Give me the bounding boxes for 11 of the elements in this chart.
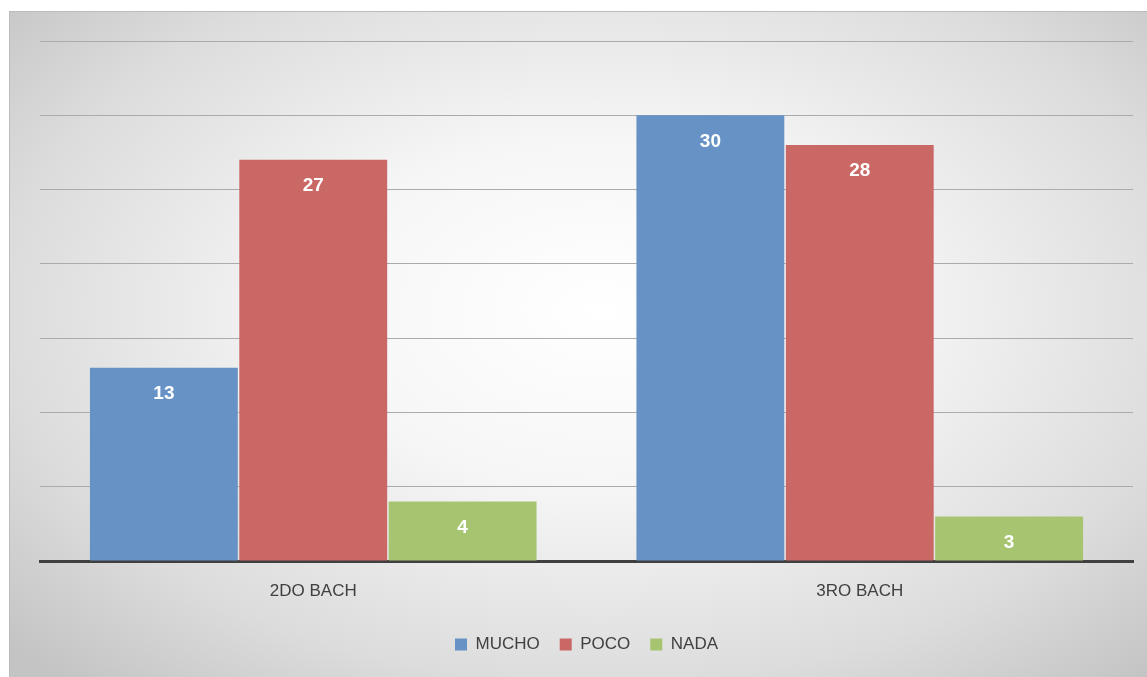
- legend-label: NADA: [670, 634, 719, 654]
- data-label: 30: [699, 129, 721, 151]
- legend-label: MUCHO: [475, 634, 540, 654]
- data-label: 27: [302, 174, 324, 196]
- x-tick-label: 2DO BACH: [269, 580, 357, 600]
- data-label: 13: [153, 382, 175, 404]
- data-label: 3: [1003, 530, 1015, 552]
- data-label: 28: [849, 159, 871, 181]
- x-tick-label: 3RO BACH: [816, 580, 904, 600]
- legend-label: POCO: [580, 634, 631, 654]
- data-label: 4: [457, 515, 469, 537]
